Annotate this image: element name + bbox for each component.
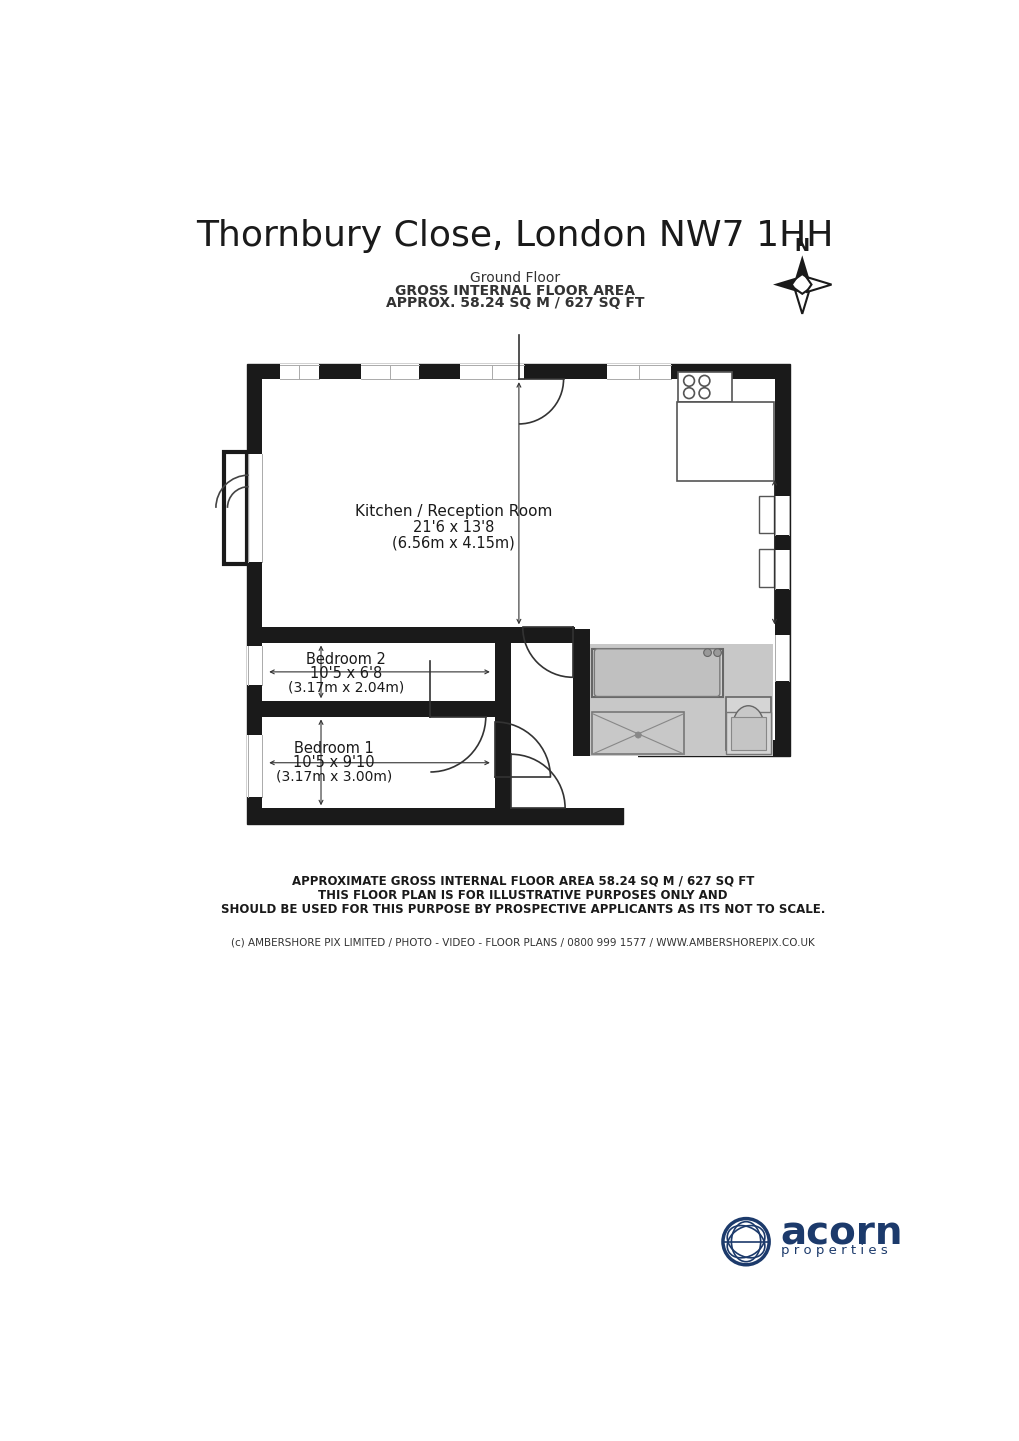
Text: APPROXIMATE GROSS INTERNAL FLOOR AREA 58.24 SQ M / 627 SQ FT: APPROXIMATE GROSS INTERNAL FLOOR AREA 58… (291, 875, 753, 888)
Bar (726, 696, 770, 751)
Text: Kitchen / Reception Room: Kitchen / Reception Room (355, 504, 551, 519)
Text: Bedroom 2: Bedroom 2 (306, 653, 385, 667)
Bar (726, 712, 770, 754)
Bar (589, 644, 772, 757)
Bar (247, 735, 262, 797)
Circle shape (713, 648, 720, 657)
Bar (678, 372, 732, 402)
Polygon shape (794, 255, 809, 281)
Text: (6.56m x 4.15m): (6.56m x 4.15m) (391, 535, 515, 550)
Text: SHOULD BE USED FOR THIS PURPOSE BY PROSPECTIVE APPLICANTS AS ITS NOT TO SCALE.: SHOULD BE USED FOR THIS PURPOSE BY PROSP… (220, 902, 824, 915)
Bar (361, 365, 419, 379)
Bar (494, 643, 511, 824)
Text: 10'5 x 9'10: 10'5 x 9'10 (293, 755, 375, 771)
Bar (262, 627, 575, 643)
Bar (773, 635, 789, 682)
Text: 10'5 x 6'8: 10'5 x 6'8 (309, 666, 381, 682)
Bar (573, 628, 589, 757)
Polygon shape (794, 288, 809, 314)
Bar (224, 451, 247, 563)
Bar (247, 454, 262, 562)
Circle shape (635, 732, 641, 738)
Text: GROSS INTERNAL FLOOR AREA: GROSS INTERNAL FLOOR AREA (394, 284, 635, 298)
Bar (591, 648, 722, 696)
Text: acorn: acorn (780, 1215, 902, 1254)
Ellipse shape (733, 706, 763, 746)
Bar (758, 496, 773, 533)
Bar (758, 549, 773, 586)
Bar (607, 365, 671, 379)
Polygon shape (262, 379, 773, 808)
FancyBboxPatch shape (594, 648, 719, 696)
Bar (773, 550, 789, 589)
Polygon shape (247, 365, 789, 824)
Text: N: N (794, 238, 809, 255)
Circle shape (703, 648, 710, 657)
Text: (3.17m x 3.00m): (3.17m x 3.00m) (276, 769, 392, 784)
Text: p r o p e r t i e s: p r o p e r t i e s (780, 1245, 887, 1258)
Bar (676, 402, 773, 481)
Bar (730, 716, 765, 749)
Bar (460, 365, 524, 379)
Text: THIS FLOOR PLAN IS FOR ILLUSTRATIVE PURPOSES ONLY AND: THIS FLOOR PLAN IS FOR ILLUSTRATIVE PURP… (318, 889, 727, 902)
Text: Bedroom 1: Bedroom 1 (293, 741, 374, 757)
Text: APPROX. 58.24 SQ M / 627 SQ FT: APPROX. 58.24 SQ M / 627 SQ FT (385, 295, 644, 310)
Polygon shape (772, 277, 798, 293)
Text: Ground Floor: Ground Floor (470, 271, 559, 285)
Text: Thornbury Close, London NW7 1HH: Thornbury Close, London NW7 1HH (197, 219, 833, 254)
Bar (280, 365, 318, 379)
Text: (3.17m x 2.04m): (3.17m x 2.04m) (287, 680, 404, 695)
Bar (623, 769, 638, 804)
Bar (247, 647, 262, 684)
Bar (262, 702, 496, 716)
Text: (c) AMBERSHORE PIX LIMITED / PHOTO - VIDEO - FLOOR PLANS / 0800 999 1577 / WWW.A: (c) AMBERSHORE PIX LIMITED / PHOTO - VID… (230, 938, 814, 948)
Text: 21'6 x 13'8: 21'6 x 13'8 (413, 520, 493, 535)
Bar (591, 712, 684, 754)
Bar (773, 496, 789, 535)
Polygon shape (805, 277, 830, 293)
